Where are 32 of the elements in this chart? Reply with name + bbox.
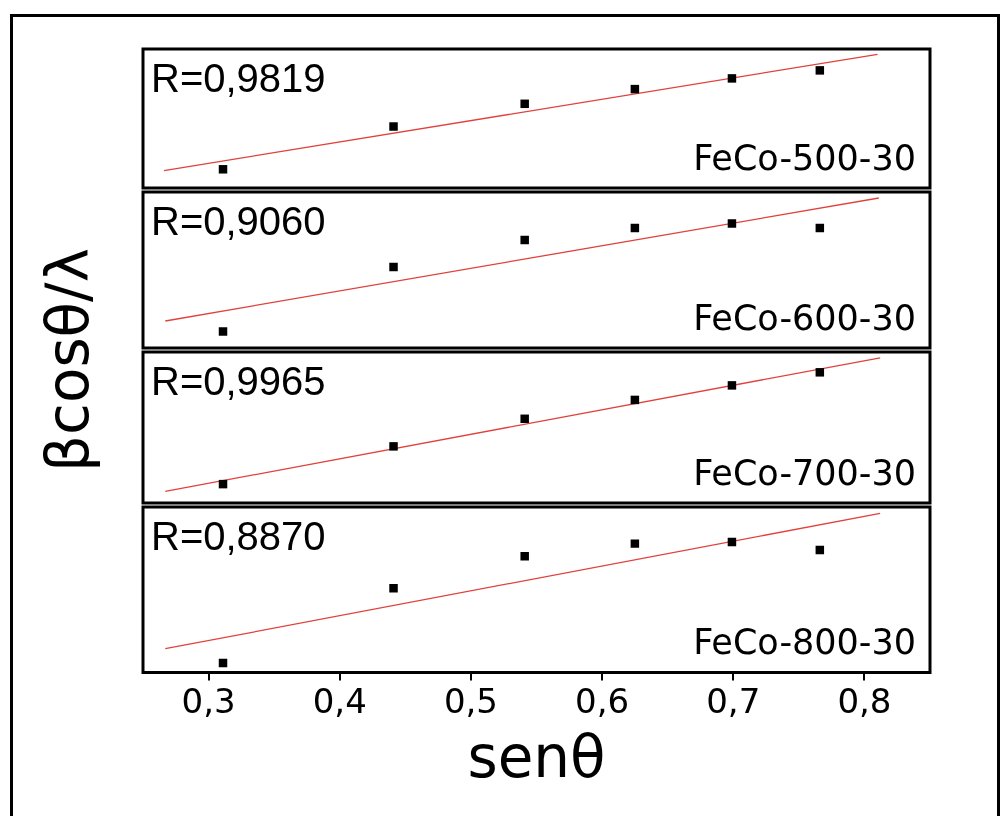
- annotation: R=0,8870: [151, 514, 326, 559]
- point: [389, 442, 398, 451]
- annotation: FeCo-600-30: [693, 297, 916, 338]
- point: [815, 368, 825, 377]
- point: [520, 235, 529, 245]
- point: [389, 262, 398, 272]
- point: [520, 414, 529, 424]
- point: [520, 552, 529, 561]
- annotation: FeCo-700-30: [693, 452, 916, 493]
- annotation: R=0,9819: [151, 56, 326, 101]
- x-tick-label: 0,4: [312, 680, 367, 721]
- annotation: R=0,9060: [151, 199, 326, 244]
- point: [218, 165, 228, 174]
- point: [520, 99, 529, 109]
- x-tick-label: 0,6: [575, 680, 630, 721]
- point: [727, 219, 737, 228]
- point: [815, 66, 825, 75]
- x-tick-label: 0,8: [837, 680, 892, 721]
- annotation: FeCo-500-30: [693, 137, 916, 178]
- point: [630, 539, 640, 548]
- point: [727, 74, 737, 83]
- x-tick-label: 0,5: [443, 680, 498, 721]
- x-tick-label: 0,7: [706, 680, 761, 721]
- point: [389, 122, 398, 131]
- point: [727, 381, 737, 390]
- annotation: FeCo-800-30: [693, 622, 916, 663]
- x-tick-label: 0,3: [181, 680, 236, 721]
- point: [389, 583, 398, 593]
- annotation: R=0,9965: [151, 359, 326, 404]
- point: [218, 327, 228, 336]
- x-axis-title: senθ: [467, 723, 606, 792]
- y-axis-title: βcosθ/λ: [34, 248, 102, 472]
